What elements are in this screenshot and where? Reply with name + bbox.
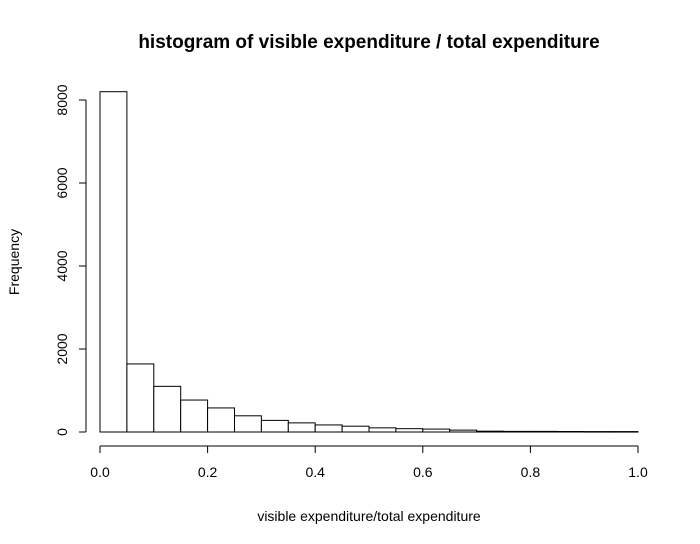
x-axis: 0.0 0.2 0.4 0.6 0.8 1.0 bbox=[90, 445, 648, 480]
histogram-bar bbox=[556, 431, 585, 433]
x-axis-label: visible expenditure/total expenditure bbox=[257, 508, 481, 524]
histogram-bar bbox=[368, 427, 397, 433]
histogram-bar bbox=[341, 425, 370, 433]
x-tick-label: 0.2 bbox=[198, 464, 218, 480]
x-tick-label: 0.0 bbox=[90, 464, 110, 480]
y-tick-label: 4000 bbox=[54, 250, 70, 281]
histogram-bar bbox=[207, 407, 236, 433]
histogram-bar bbox=[180, 399, 209, 433]
histogram-bar bbox=[422, 428, 451, 433]
histogram-bar bbox=[503, 430, 531, 433]
bars-group bbox=[99, 91, 639, 433]
x-tick-label: 0.4 bbox=[305, 464, 325, 480]
y-tick-label: 0 bbox=[54, 428, 70, 436]
histogram-bar bbox=[476, 430, 505, 433]
y-axis: 0 2000 4000 6000 8000 bbox=[54, 84, 87, 436]
histogram-bar bbox=[99, 91, 128, 433]
histogram-bar bbox=[287, 422, 316, 433]
histogram-bar bbox=[260, 419, 289, 433]
histogram-bar bbox=[610, 431, 639, 433]
y-tick-label: 8000 bbox=[54, 84, 70, 115]
histogram-bar bbox=[395, 428, 424, 433]
x-tick-label: 0.6 bbox=[413, 464, 433, 480]
histogram-bar bbox=[314, 424, 343, 433]
y-axis-label: Frequency bbox=[6, 229, 22, 295]
x-tick-label: 1.0 bbox=[628, 464, 648, 480]
chart-title: histogram of visible expenditure / total… bbox=[138, 32, 599, 53]
y-tick-label: 2000 bbox=[54, 333, 70, 364]
y-tick-label: 6000 bbox=[54, 167, 70, 198]
x-tick-label: 0.8 bbox=[521, 464, 541, 480]
histogram-bar bbox=[583, 431, 612, 433]
histogram-bar bbox=[153, 385, 182, 433]
histogram-bar bbox=[449, 429, 478, 433]
histogram-bar bbox=[234, 415, 262, 433]
histogram-bar bbox=[529, 430, 558, 433]
histogram-bar bbox=[126, 363, 155, 433]
